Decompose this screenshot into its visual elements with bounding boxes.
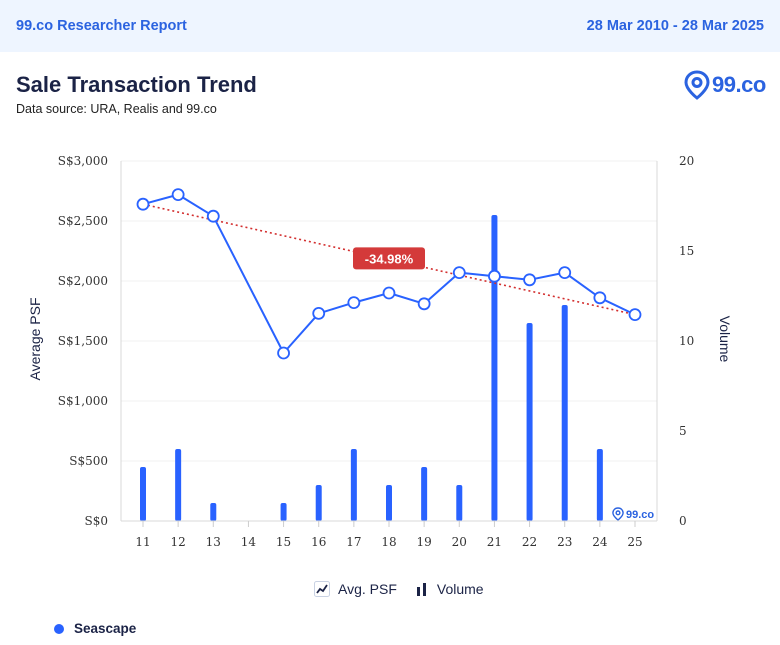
- avg-psf-point: [206, 209, 220, 223]
- x-tick-label: 17: [346, 535, 361, 549]
- y-right-axis-title: Volume: [717, 316, 733, 363]
- avg-psf-point: [628, 308, 642, 322]
- watermark-pin-icon: [612, 507, 624, 521]
- x-tick-label: 23: [557, 535, 572, 549]
- avg-psf-point: [523, 273, 536, 287]
- chart-watermark: 99.co: [612, 507, 654, 521]
- y-right-tick-label: 15: [679, 244, 694, 258]
- x-tick-label: 14: [241, 535, 257, 549]
- volume-bar: [561, 305, 568, 521]
- legend-item-volume[interactable]: Volume: [415, 581, 484, 597]
- volume-bar: [315, 485, 322, 521]
- report-date-range: 28 Mar 2010 - 28 Mar 2025: [586, 18, 764, 34]
- series-name: Seascape: [74, 621, 137, 636]
- trend-badge-bg: [353, 247, 425, 270]
- x-tick-label: 12: [171, 535, 186, 549]
- avg-psf-point: [452, 266, 466, 280]
- trend-line-path: [142, 203, 636, 316]
- legend-item-avg-psf[interactable]: Avg. PSF: [314, 581, 397, 597]
- volume-bar: [350, 449, 357, 521]
- avg-psf-point: [382, 286, 396, 300]
- location-pin-icon: [684, 70, 710, 100]
- logo-wordmark: 99.co: [712, 72, 766, 97]
- avg-psf-line: [136, 188, 642, 360]
- avg-psf-point: [488, 269, 501, 283]
- volume-bar: [386, 485, 392, 521]
- avg-psf-point: [277, 346, 290, 360]
- trend-badge-label: -34.98%: [365, 251, 414, 266]
- avg-psf-point: [593, 291, 607, 305]
- x-tick-label: 24: [592, 535, 608, 549]
- volume-bar: [175, 449, 182, 521]
- y-left-tick-label: S$2,000: [58, 274, 108, 288]
- y-left-tick-label: S$0: [85, 514, 109, 528]
- brand-logo: 99.co: [684, 70, 766, 100]
- x-tick-label: 20: [452, 535, 467, 549]
- report-brand: 99.co Researcher Report: [16, 18, 187, 34]
- avg-psf-point: [171, 188, 185, 202]
- legend-label-avg-psf: Avg. PSF: [338, 581, 397, 597]
- y-right-tick-label: 5: [679, 424, 687, 438]
- y-left-tick-label: S$2,500: [58, 214, 108, 228]
- x-tick-label: 25: [627, 535, 642, 549]
- volume-bar: [210, 503, 217, 521]
- x-tick-label: 15: [276, 535, 291, 549]
- series-label: Seascape: [54, 621, 136, 636]
- volume-bar: [280, 503, 287, 521]
- watermark-text: 99.co: [626, 509, 654, 521]
- volume-bar: [421, 467, 428, 521]
- chart-gridlines: [121, 160, 657, 522]
- series-dot-icon: [54, 623, 64, 634]
- line-chart-icon: [314, 581, 330, 597]
- y-left-tick-label: S$500: [69, 454, 108, 468]
- volume-bar: [456, 485, 463, 521]
- x-tick-label: 19: [417, 535, 432, 549]
- trend-badge: -34.98%: [353, 247, 425, 270]
- chart-axes: S$0 S$500 S$1,000 S$1,500 S$2,000 S$2,500 S$3,…: [27, 154, 733, 549]
- y-right-tick-label: 20: [679, 154, 694, 168]
- y-right-tick-label: 10: [679, 334, 694, 348]
- volume-bars: [140, 215, 603, 521]
- x-tick-label: 16: [311, 535, 326, 549]
- x-tick-label: 11: [135, 535, 150, 549]
- avg-psf-point: [347, 296, 361, 310]
- y-left-tick-label: S$3,000: [58, 154, 108, 168]
- volume-bar: [491, 215, 498, 521]
- volume-bar: [526, 323, 533, 521]
- x-tick-label: 21: [487, 535, 502, 549]
- legend-label-volume: Volume: [436, 581, 484, 597]
- x-tick-label: 13: [206, 535, 221, 549]
- volume-bar: [140, 467, 146, 521]
- y-left-axis-title: Average PSF: [27, 297, 43, 380]
- avg-psf-point: [417, 297, 431, 311]
- x-tick-label: 22: [522, 535, 537, 549]
- trend-line: [142, 203, 636, 316]
- chart-legend: Avg. PSF Volume: [314, 581, 484, 597]
- avg-psf-point: [312, 306, 326, 320]
- report-header: 99.co Researcher Report 28 Mar 2010 - 28…: [0, 0, 780, 52]
- volume-bar: [596, 449, 603, 521]
- avg-psf-point: [558, 266, 572, 280]
- y-left-tick-label: S$1,000: [58, 394, 108, 408]
- y-right-tick-label: 0: [679, 514, 687, 528]
- data-source-note: Data source: URA, Realis and 99.co: [16, 102, 217, 116]
- x-tick-label: 18: [381, 535, 396, 549]
- y-left-tick-label: S$1,500: [58, 334, 108, 348]
- avg-psf-point: [136, 197, 150, 211]
- bar-chart-icon: [416, 583, 426, 596]
- page-title: Sale Transaction Trend: [16, 72, 257, 97]
